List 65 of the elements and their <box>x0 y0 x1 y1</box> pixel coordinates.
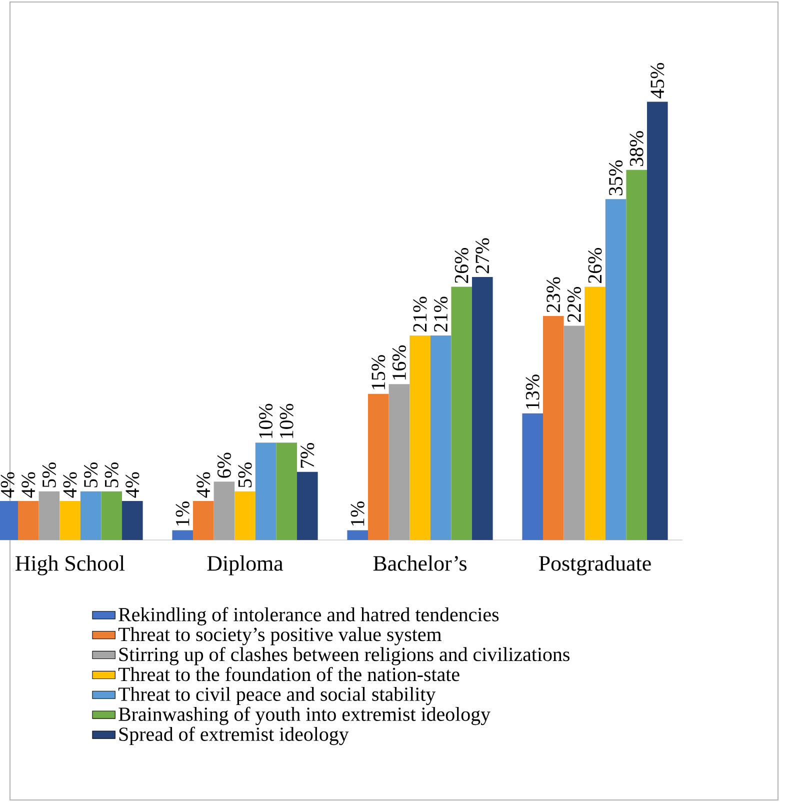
bar <box>410 335 430 540</box>
data-label: 13% <box>526 374 540 409</box>
data-label: 21% <box>413 296 427 332</box>
legend-label: Threat to the foundation of the nation-state <box>118 666 460 682</box>
data-label: 5% <box>42 462 56 488</box>
bar <box>297 472 318 540</box>
bar <box>626 170 648 540</box>
data-label: 26% <box>454 248 468 283</box>
bar <box>605 199 626 540</box>
bar <box>368 394 389 540</box>
bar <box>451 286 472 540</box>
bar <box>522 413 544 540</box>
x-tick-label: Diploma <box>207 555 284 576</box>
legend-label: Rekindling of intolerance and hatred tendencies <box>118 607 499 626</box>
data-label: 5% <box>238 462 252 488</box>
bar <box>347 530 368 540</box>
data-label: 6% <box>217 452 231 478</box>
x-tick-label: High School <box>16 555 125 576</box>
bar <box>388 384 410 540</box>
bar <box>543 316 564 540</box>
data-label: 5% <box>84 462 98 488</box>
bar <box>60 501 80 540</box>
x-tick-label: Bachelor’s <box>373 555 466 571</box>
data-label: 5% <box>104 462 118 488</box>
legend-label: Stirring up of clashes between religions and civilizations <box>119 646 570 666</box>
bar <box>564 326 585 540</box>
bar <box>101 491 122 540</box>
data-label: 15% <box>372 355 386 390</box>
bar <box>276 442 297 540</box>
bar <box>647 102 668 540</box>
data-label: 4% <box>22 472 36 498</box>
data-label: 22% <box>567 286 581 322</box>
data-label: 4% <box>196 472 210 498</box>
bar <box>234 491 256 540</box>
data-label: 4% <box>126 472 140 498</box>
bar <box>38 491 60 540</box>
bar <box>193 501 214 540</box>
bar <box>430 335 452 540</box>
data-label: 10% <box>259 404 273 438</box>
bar <box>80 491 102 540</box>
data-label: 1% <box>350 501 364 526</box>
bar <box>255 442 276 540</box>
legend-label: Threat to civil peace and social stability <box>118 686 436 706</box>
data-label: 16% <box>392 345 406 380</box>
data-label: 27% <box>476 238 490 274</box>
bar <box>122 501 143 540</box>
data-label: 10% <box>280 404 294 438</box>
data-label: 21% <box>434 296 448 332</box>
bar <box>172 530 193 540</box>
legend-label: Threat to society’s positive value system <box>118 627 442 646</box>
data-label: 23% <box>546 277 560 312</box>
data-label: 38% <box>630 131 644 166</box>
data-label: 26% <box>588 248 602 283</box>
data-label: 7% <box>300 443 314 468</box>
bar <box>472 277 493 540</box>
legend-label: Spread of extremist ideology <box>119 726 349 746</box>
x-tick-label: Postgraduate <box>539 555 651 576</box>
data-label: 1% <box>176 501 190 526</box>
data-label: 4% <box>63 472 77 498</box>
legend-label: Brainwashing of youth into extremist ideology <box>118 706 490 726</box>
data-label: 4% <box>0 472 14 498</box>
bar <box>584 286 606 540</box>
data-label: 45% <box>650 62 664 98</box>
bar <box>214 482 235 540</box>
data-label: 35% <box>609 160 623 196</box>
